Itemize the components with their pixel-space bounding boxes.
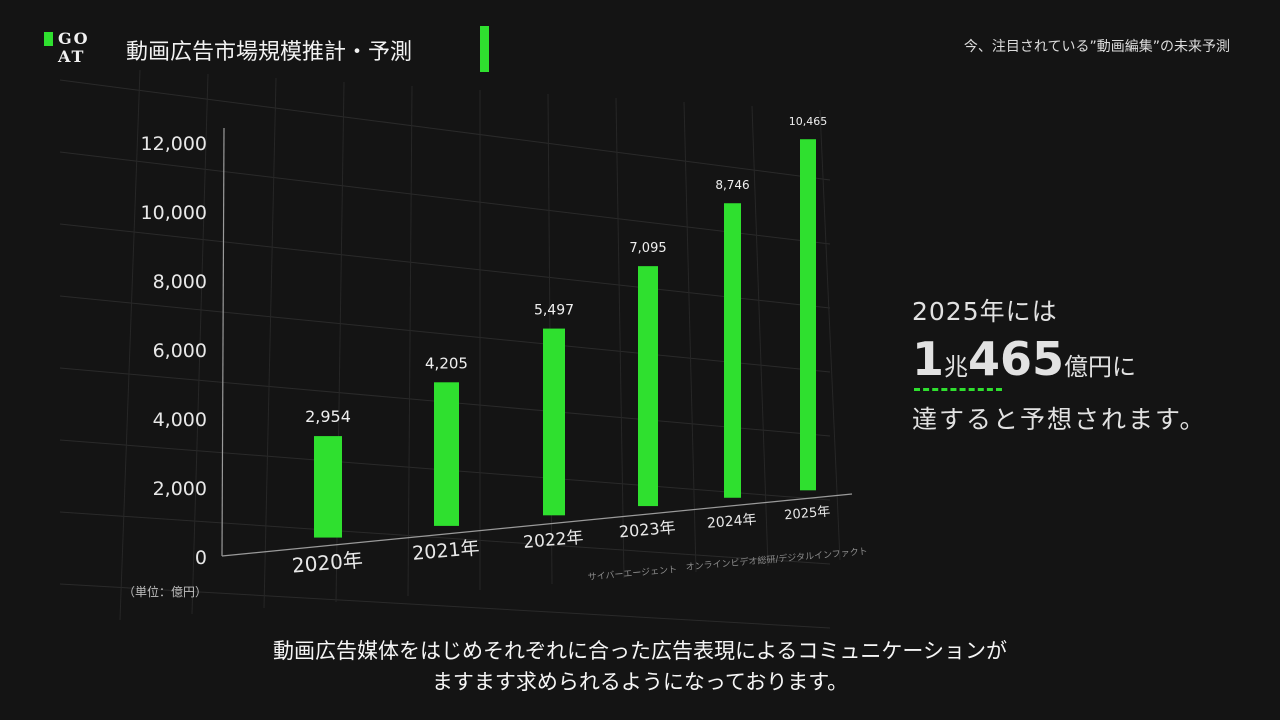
callout-big1: 1 (912, 332, 945, 386)
unit-label: （単位：億円） (123, 584, 207, 599)
chart-grid (59, 69, 841, 629)
bar-2021年 (434, 382, 459, 526)
value-label: 5,497 (534, 303, 574, 319)
page-title: 動画広告市場規模推計・予測 (126, 40, 413, 65)
bar-2024年 (724, 203, 741, 498)
x-tick-label: 2023年 (618, 518, 676, 542)
grid-line-v (407, 85, 413, 597)
x-tick-label: 2021年 (411, 537, 480, 565)
y-tick-label: 12,000 (141, 133, 207, 155)
x-tick-label: 2022年 (523, 528, 585, 553)
forecast-callout: 2025年には 1兆465億円に 達すると予想されます。 (912, 292, 1207, 436)
grid-line-h (59, 151, 831, 245)
callout-line3: 達すると予想されます。 (912, 405, 1207, 434)
value-label: 2,954 (305, 407, 351, 426)
source-label: サイバーエージェント (587, 564, 677, 583)
grid-line-v (191, 73, 209, 615)
goat-logo: GO AT (44, 30, 96, 70)
callout-line1: 2025年には (912, 297, 1058, 326)
bar-2022年 (543, 328, 565, 516)
logo-text: GO AT (58, 29, 90, 66)
y-tick-label: 6,000 (153, 340, 207, 362)
chart-labels: 0 2,000 4,000 6,000 8,000 10,000 12,000 2,954 20… (123, 115, 868, 599)
grid-line-v (119, 69, 141, 621)
source-label: オンラインビデオ総研/デジタルインファクト (685, 545, 868, 573)
bar-2025年 (800, 139, 816, 491)
x-tick-label: 2024年 (706, 512, 757, 532)
y-tick-label: 10,000 (141, 202, 207, 224)
subtitle-line1: 動画広告媒体をはじめそれぞれに合った広告表現によるコミュニケーションが (273, 639, 1007, 663)
value-label: 10,465 (789, 115, 828, 128)
chart-bars (314, 139, 816, 538)
grid-line-v (615, 97, 625, 579)
subtitle-line2: ますます求められるようになっております。 (431, 670, 849, 694)
grid-line-h (59, 583, 831, 629)
x-tick-label: 2025年 (784, 504, 831, 523)
callout-underline (914, 388, 1002, 391)
y-axis-line (221, 127, 225, 557)
grid-line-h (59, 295, 831, 373)
x-tick-label: 2020年 (291, 548, 364, 578)
grid-line-v (751, 105, 769, 567)
section-title: 今、注目されている”動画編集”の未来予測 (963, 39, 1230, 55)
callout-small1: 兆 (944, 353, 969, 381)
logo-flag-icon (44, 32, 53, 46)
grid-line-v (263, 77, 277, 609)
chart-axes (221, 127, 853, 557)
y-tick-label: 2,000 (153, 478, 207, 500)
y-tick-label: 4,000 (153, 409, 207, 431)
bar-2023年 (638, 266, 658, 507)
accent-bar (480, 26, 489, 72)
y-tick-label: 0 (195, 547, 207, 569)
callout-big2: 465 (968, 332, 1065, 386)
y-tick-label: 8,000 (153, 271, 207, 293)
callout-small2: 億円に (1064, 353, 1137, 381)
grid-line-h (59, 511, 831, 565)
grid-line-h (59, 79, 831, 181)
grid-line-v (683, 101, 697, 573)
value-label: 4,205 (425, 354, 468, 372)
narration-subtitle: 動画広告媒体をはじめそれぞれに合った広告表現によるコミュニケーションが ますます… (0, 636, 1280, 698)
x-axis-line (221, 493, 853, 557)
grid-line-h (59, 223, 831, 309)
callout-line2: 1兆465億円に (912, 332, 1207, 394)
value-label: 8,746 (715, 178, 749, 192)
bar-2020年 (314, 436, 342, 538)
value-label: 7,095 (629, 241, 666, 256)
grid-line-v (819, 109, 841, 561)
